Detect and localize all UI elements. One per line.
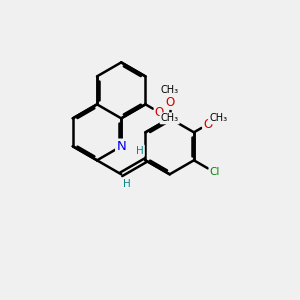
Text: CH₃: CH₃ [209,113,227,123]
Text: O: O [155,106,164,119]
Text: N: N [116,140,126,153]
Text: O: O [203,118,212,131]
Text: Cl: Cl [210,167,220,177]
Text: H: H [123,179,131,189]
Text: CH₃: CH₃ [160,85,179,95]
Text: H: H [136,146,144,156]
Text: CH₃: CH₃ [160,113,179,123]
Text: O: O [165,96,174,109]
